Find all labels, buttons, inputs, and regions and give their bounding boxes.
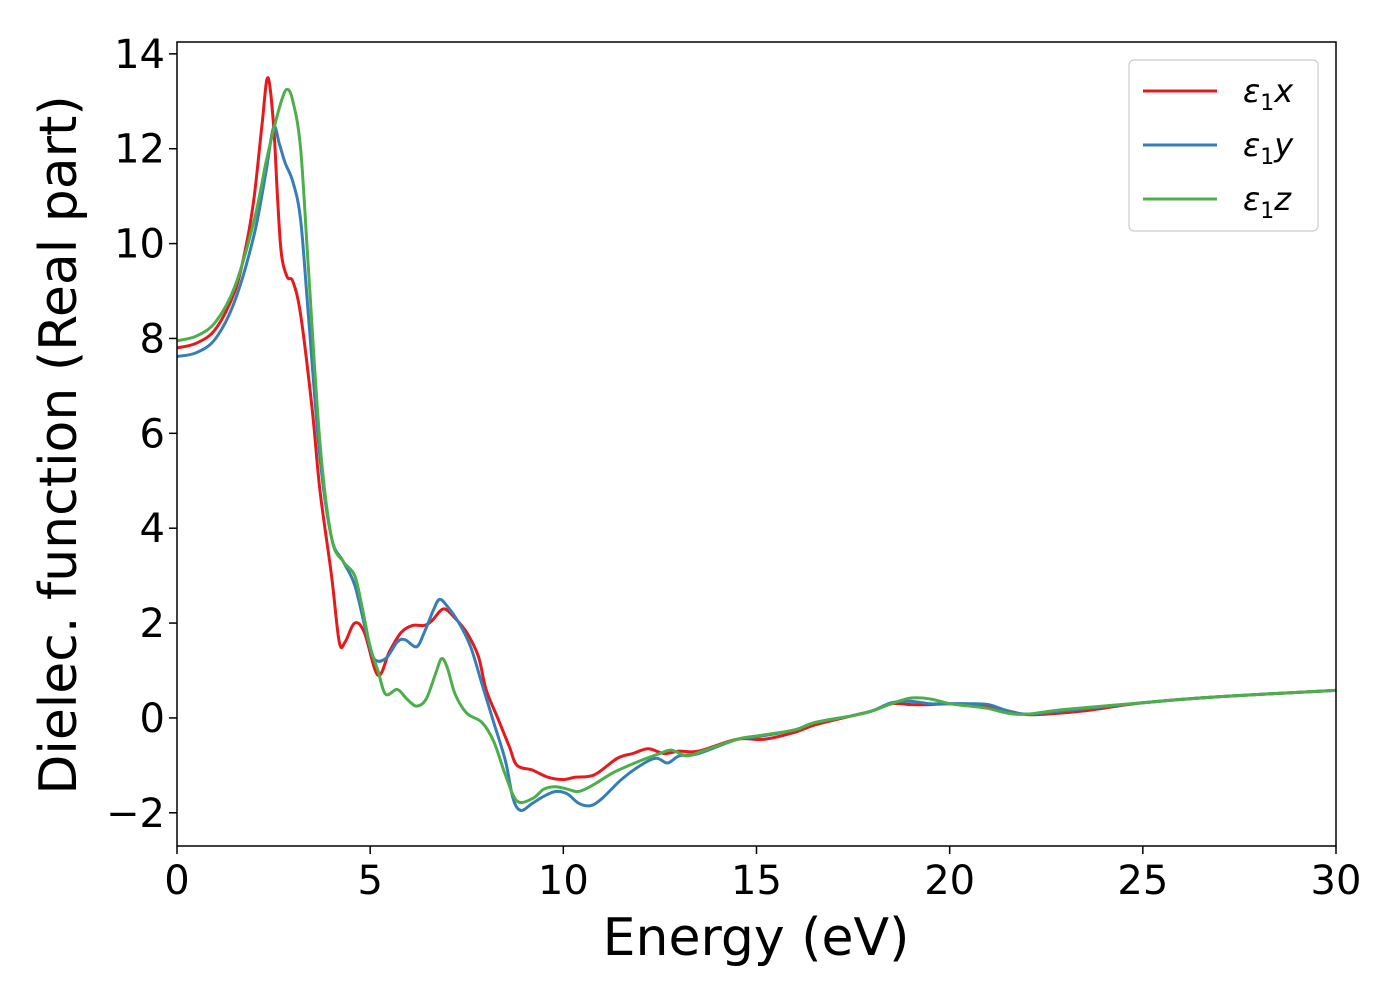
legend-label: ε1y — [1243, 126, 1294, 170]
legend-label: ε1x — [1243, 72, 1294, 116]
x-tick-label: 20 — [924, 858, 975, 904]
x-axis-label: Energy (eV) — [603, 908, 910, 968]
series-layer — [177, 76, 1336, 812]
legend-entry-x: ε1x — [1143, 72, 1294, 116]
y-tick-label: 4 — [140, 506, 165, 552]
series-line-y — [177, 124, 1336, 812]
x-tick-label: 0 — [164, 858, 189, 904]
x-tick-label: 10 — [538, 858, 589, 904]
y-tick-label: 8 — [140, 316, 165, 362]
x-tick-label: 30 — [1311, 858, 1362, 904]
y-tick-label: 2 — [140, 601, 165, 647]
legend: ε1x ε1y ε1z — [1128, 59, 1319, 232]
y-axis-label: Dielec. function (Real part) — [29, 95, 89, 794]
y-tick-label: −2 — [106, 791, 165, 837]
legend-entry-z: ε1z — [1143, 180, 1292, 224]
series-line-z — [177, 87, 1336, 805]
x-tick-label: 15 — [731, 858, 782, 904]
y-tick-label: 0 — [140, 696, 165, 742]
y-tick-label: 10 — [114, 222, 165, 268]
legend-entry-y: ε1y — [1143, 126, 1294, 170]
y-tick-label: 6 — [140, 411, 165, 457]
legend-label: ε1z — [1243, 180, 1292, 224]
y-tick-label: 14 — [114, 32, 165, 78]
y-tick-label: 12 — [114, 127, 165, 173]
x-tick-label: 5 — [357, 858, 382, 904]
legend-box — [1128, 59, 1319, 232]
axes-layer: 0 5 10 15 20 25 30 −2 0 2 4 6 8 10 12 14 — [106, 32, 1361, 904]
x-tick-label: 25 — [1117, 858, 1168, 904]
series-line-x — [177, 76, 1336, 782]
